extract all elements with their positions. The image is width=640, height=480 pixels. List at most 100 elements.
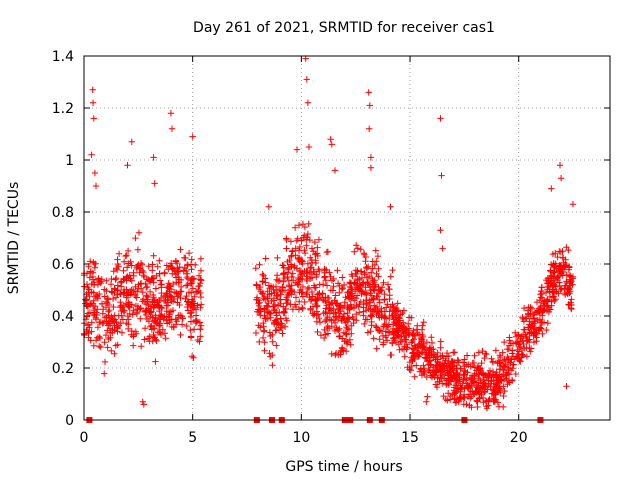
data-point [283,294,290,301]
data-point [197,326,204,333]
data-point [475,349,482,356]
data-point [190,354,197,361]
data-point [253,282,260,289]
data-point [346,306,353,313]
data-point [539,330,546,338]
data-point [158,304,165,311]
data-point [346,283,354,291]
data-point [313,308,321,315]
data-point [520,326,528,333]
data-point [111,350,118,357]
data-point [88,280,95,288]
data-point [307,264,315,271]
data-point [497,389,504,396]
data-point [438,172,445,179]
data-point [527,348,534,355]
data-point [315,311,322,318]
data-point [280,262,287,269]
data-point [549,286,556,293]
data-point [510,361,517,368]
data-point [156,277,164,284]
y-tick-label: 0.4 [52,309,74,325]
data-point [324,322,331,330]
data-point [151,297,158,304]
data-point [322,277,329,284]
data-point [556,162,564,169]
data-point [115,322,123,329]
data-point [304,285,311,293]
data-point [402,325,410,332]
data-point [184,270,191,277]
data-point [96,342,103,350]
data-point [168,260,175,267]
data-point [567,288,574,295]
data-point [344,289,351,296]
data-point [275,277,282,285]
data-point [288,248,296,255]
data-point [405,320,412,327]
data-point [173,290,180,297]
data-point [185,249,193,257]
data-point [140,272,147,279]
data-point [154,302,161,309]
data-point [197,255,205,262]
data-point [565,301,572,308]
data-point [260,295,267,302]
data-point [197,276,204,283]
data-point [331,319,339,327]
data-point [381,296,388,303]
data-point [553,275,560,282]
data-point [339,313,347,320]
data-point [195,272,203,279]
data-point [149,261,156,268]
data-point [273,342,280,349]
data-point [473,367,480,374]
data-point [132,234,139,242]
data-point [389,266,396,274]
data-point [459,380,466,387]
y-tick-label: 0.2 [52,361,74,377]
data-point [264,288,271,295]
data-point [279,284,287,291]
data-point [136,265,144,272]
data-point [124,162,131,169]
data-point [286,256,293,264]
data-point [252,329,260,337]
data-point [321,267,329,274]
data-point [162,297,169,304]
data-point [460,391,468,398]
chart-title: Day 261 of 2021, SRMTID for receiver cas… [193,20,495,36]
data-point [450,367,457,374]
data-point [132,283,139,291]
data-point [353,310,360,318]
data-point [284,296,292,304]
data-point [90,289,97,296]
data-point [367,328,374,335]
data-point [457,365,464,373]
data-point [455,396,462,403]
data-point [189,133,196,140]
data-point [367,164,375,171]
data-point [152,312,159,319]
data-point [313,271,320,278]
data-point [456,393,464,401]
data-point [339,335,346,342]
data-point [118,283,125,290]
data-point [419,333,427,341]
data-point [501,356,508,363]
data-point [486,367,494,374]
data-point [499,349,506,356]
data-point [544,319,551,327]
data-point [392,329,399,336]
data-point [185,289,193,296]
data-point [458,384,466,391]
data-point [314,291,321,298]
data-point [482,350,489,358]
data-point [505,365,512,373]
data-point [177,331,184,339]
data-point [449,391,456,398]
data-point [192,312,200,319]
data-point [333,324,340,331]
data-point [120,267,127,274]
data-point [167,293,174,300]
